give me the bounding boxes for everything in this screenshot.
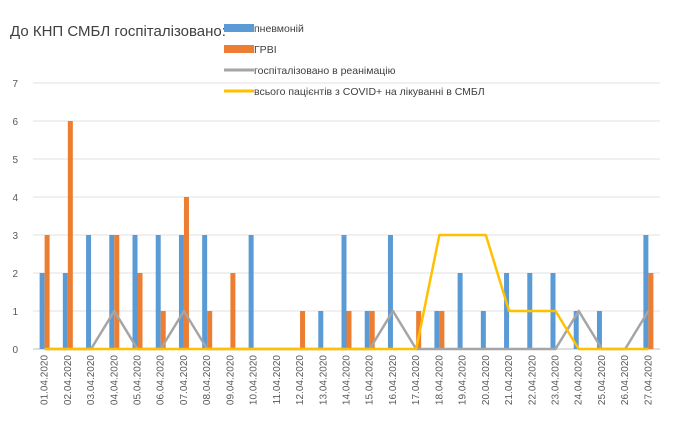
bar-bar-0 [480,311,486,349]
y-axis: 0 1 2 3 4 5 6 7 [12,79,18,356]
bar-bar-1 [160,311,166,349]
bar-bar-1 [300,311,306,349]
x-tick-label: 17.04.2020 [411,355,422,405]
bar-bar-1 [67,121,73,349]
y-tick-label: 4 [12,193,18,204]
bar-bar-1 [207,311,213,349]
x-tick-label: 16.04.2020 [388,355,399,405]
legend-swatch-0 [224,24,254,32]
x-tick-label: 23.04.2020 [551,355,562,405]
bar-bar-0 [387,235,393,349]
bar-bar-1 [439,311,445,349]
bar-bar-1 [648,273,654,349]
bar-bar-0 [178,235,184,349]
legend: пневмоній ГРВІ госпіталізовано в реанімаці… [224,23,485,98]
x-tick-label: 20.04.2020 [481,355,492,405]
y-tick-label: 2 [12,269,18,280]
y-tick-label: 5 [12,155,18,166]
y-tick-label: 1 [12,307,18,318]
x-tick-label: 09.04.2020 [225,355,236,405]
chart-title: До КНП СМБЛ госпіталізовано: [10,23,226,40]
x-tick-label: 01.04.2020 [40,355,51,405]
x-tick-label: 21.04.2020 [504,355,515,405]
bar-bar-0 [155,235,161,349]
bar-bar-0 [457,273,463,349]
bar-bar-0 [86,235,92,349]
x-tick-label: 19.04.2020 [458,355,469,405]
bar-bar-1 [346,311,352,349]
x-tick-label: 27.04.2020 [643,355,654,405]
x-tick-label: 13.04.2020 [318,355,329,405]
x-tick-label: 07.04.2020 [179,355,190,405]
x-axis: 01.04.2020 02.04.2020 03.04.2020 04.04.2020… [40,355,655,405]
x-tick-label: 02.04.2020 [63,355,74,405]
x-tick-label: 12.04.2020 [295,355,306,405]
bar-bar-1 [114,235,120,349]
bar-bar-0 [504,273,510,349]
legend-label: всього пацієнтів з COVID+ на лікуванні в… [254,86,485,98]
x-tick-label: 06.04.2020 [156,355,167,405]
legend-label: госпіталізовано в реанімацію [254,65,396,77]
legend-label: пневмоній [254,23,304,35]
y-tick-label: 3 [12,231,18,242]
bar-bar-0 [596,311,602,349]
y-tick-label: 0 [12,345,18,356]
bar-bar-0 [364,311,370,349]
legend-swatch-1 [224,45,254,53]
x-tick-label: 03.04.2020 [86,355,97,405]
bar-bar-0 [318,311,324,349]
y-tick-label: 6 [12,117,18,128]
bar-bar-1 [230,273,236,349]
y-tick-label: 7 [12,79,18,90]
bar-bar-1 [369,311,375,349]
x-tick-label: 11.04.2020 [272,355,283,405]
x-tick-label: 22.04.2020 [527,355,538,405]
x-tick-label: 24.04.2020 [574,355,585,405]
bar-bar-1 [183,197,189,349]
bar-bar-0 [434,311,440,349]
x-tick-label: 04.04.2020 [109,355,120,405]
x-tick-label: 10.04.2020 [249,355,260,405]
bar-bar-1 [416,311,422,349]
x-tick-label: 08.04.2020 [202,355,213,405]
bar-bar-0 [62,273,68,349]
x-tick-label: 15.04.2020 [365,355,376,405]
x-tick-label: 05.04.2020 [133,355,144,405]
bar-bar-0 [341,235,347,349]
legend-label: ГРВІ [254,44,277,56]
bar-bar-0 [109,235,115,349]
bar-bar-0 [39,273,45,349]
lines [44,233,650,351]
x-tick-label: 18.04.2020 [434,355,445,405]
series-line-3 [44,233,649,351]
bar-bar-0 [643,235,649,349]
bar-bar-0 [202,235,208,349]
bar-bar-0 [132,235,138,349]
x-tick-label: 26.04.2020 [620,355,631,405]
x-tick-label: 14.04.2020 [342,355,353,405]
x-tick-label: 25.04.2020 [597,355,608,405]
bar-bar-1 [44,235,50,349]
bar-bar-0 [248,235,254,349]
bar-bar-1 [137,273,143,349]
bar-bar-0 [573,311,579,349]
